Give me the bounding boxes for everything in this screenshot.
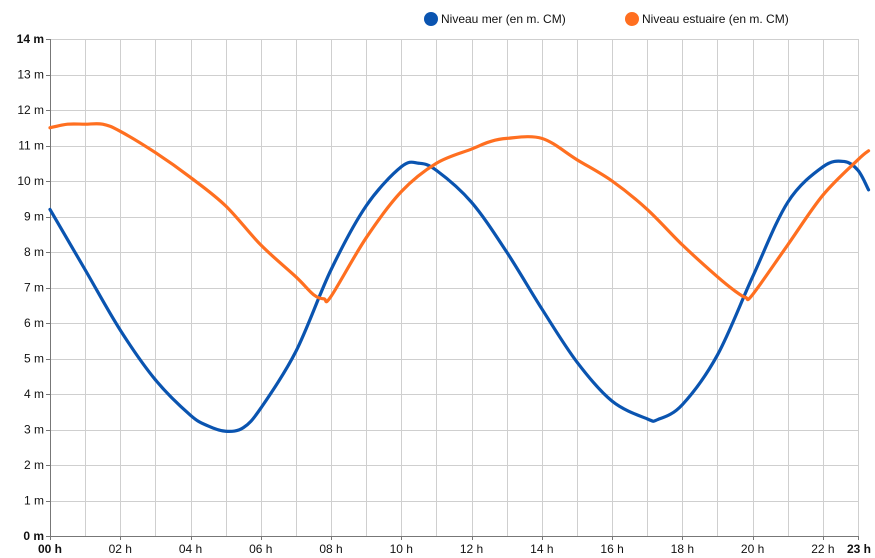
y-tick-label: 0 m [23,529,44,543]
y-tick-label: 3 m [24,423,44,437]
y-tick-label: 1 m [24,494,44,508]
y-tick-label: 14 m [17,32,44,46]
axis-layer: 0 m 1 m 2 m 3 m 4 m 5 m 6 m 7 m 8 m 9 m 10 m 11 m 12… [17,32,871,556]
y-tick-label: 10 m [17,174,44,188]
x-tick-label: 04 h [179,542,202,556]
x-tick-label: 02 h [109,542,132,556]
y-tick-label: 4 m [24,387,44,401]
legend-label: Niveau mer (en m. CM) [441,12,566,26]
x-tick-label: 06 h [249,542,272,556]
grid-layer [50,39,859,537]
y-tick-label: 11 m [18,139,44,153]
legend-label: Niveau estuaire (en m. CM) [642,12,789,26]
x-tick-label: 18 h [671,542,694,556]
legend: Niveau mer (en m. CM) Niveau estuaire (en… [424,12,789,26]
legend-swatch [424,12,438,26]
x-tick-label: 22 h [811,542,834,556]
series-line-niveau-estuaire [48,122,871,304]
y-tick-label: 7 m [24,281,44,295]
y-tick-label: 2 m [24,458,44,472]
series-layer [48,122,871,433]
x-tick-label: 00 h [38,542,62,556]
series-line-niveau-mer [48,159,871,433]
x-tick-label: 16 h [600,542,623,556]
y-tick-label: 13 m [17,68,44,82]
y-tick-label: 6 m [24,316,44,330]
x-tick-label: 10 h [390,542,413,556]
y-tick-label: 5 m [24,352,44,366]
x-tick-label: 14 h [530,542,553,556]
legend-item-niveau-estuaire: Niveau estuaire (en m. CM) [625,12,789,26]
legend-item-niveau-mer: Niveau mer (en m. CM) [424,12,566,26]
y-tick-label: 8 m [24,245,44,259]
x-tick-label: 20 h [741,542,764,556]
x-tick-label: 23 h [847,542,871,556]
y-tick-label: 9 m [24,210,44,224]
x-tick-label: 12 h [460,542,483,556]
legend-swatch [625,12,639,26]
y-tick-label: 12 m [17,103,44,117]
x-tick-label: 08 h [319,542,342,556]
